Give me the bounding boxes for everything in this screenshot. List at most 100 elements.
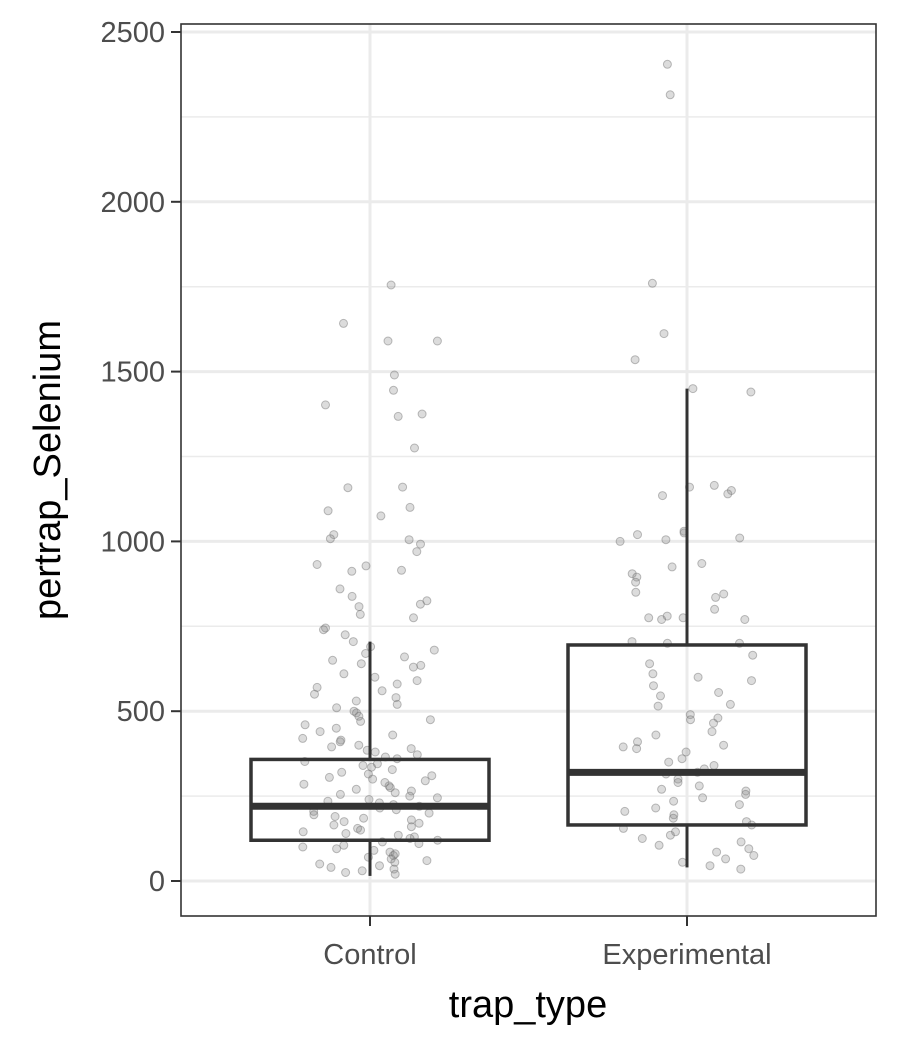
data-point <box>709 480 719 490</box>
data-point <box>335 737 345 747</box>
data-point <box>711 592 721 602</box>
data-point <box>664 757 674 767</box>
data-point <box>330 812 340 821</box>
data-point <box>352 708 361 718</box>
data-point <box>312 682 322 692</box>
data-point <box>385 783 395 793</box>
plot-panel-border <box>180 23 877 917</box>
minor-gridlines <box>181 116 876 797</box>
data-point <box>341 829 351 838</box>
data-point <box>405 502 415 512</box>
data-point <box>615 536 625 546</box>
data-point <box>656 691 665 701</box>
data-point <box>424 808 434 818</box>
data-point <box>741 786 751 796</box>
data-point <box>658 491 667 501</box>
plot-panel-background <box>181 24 876 916</box>
data-point <box>707 727 717 737</box>
data-point <box>390 849 400 859</box>
data-point <box>714 688 724 697</box>
data-point <box>662 611 672 621</box>
data-point <box>709 718 718 728</box>
data-point <box>363 769 373 779</box>
data-point <box>332 703 342 713</box>
y-tick-label: 500 <box>117 696 165 728</box>
data-point <box>657 615 667 624</box>
data-point <box>644 613 654 623</box>
data-point <box>386 854 396 864</box>
data-point <box>410 443 419 453</box>
data-point <box>633 737 642 747</box>
x-axis-title: trap_type <box>449 984 607 1026</box>
y-axis-ticks: 0 500 1000 1500 2000 2500 <box>100 17 181 898</box>
data-point <box>353 823 363 833</box>
data-point <box>422 856 432 866</box>
data-point <box>389 385 398 395</box>
data-point <box>329 820 339 830</box>
data-point <box>686 715 695 725</box>
data-point <box>721 854 731 864</box>
data-point <box>631 577 641 587</box>
data-point <box>416 539 425 549</box>
data-point <box>673 778 683 787</box>
data-point <box>432 793 442 803</box>
data-point <box>368 774 378 784</box>
data-point <box>354 711 364 721</box>
data-point <box>677 754 687 764</box>
data-point <box>409 613 418 623</box>
data-point <box>335 584 345 594</box>
data-point <box>321 400 330 410</box>
data-point <box>408 662 418 672</box>
y-tick-label: 0 <box>149 866 165 898</box>
data-point <box>388 730 398 740</box>
data-point <box>723 489 733 499</box>
data-point <box>331 723 341 733</box>
data-point <box>654 840 664 850</box>
data-point <box>336 735 346 745</box>
data-point <box>354 602 364 612</box>
data-point <box>662 59 672 69</box>
data-point <box>300 720 310 730</box>
data-point <box>420 776 430 786</box>
data-point <box>632 572 642 582</box>
data-point <box>325 534 335 544</box>
x-axis-ticks: Control Experimental <box>323 916 772 971</box>
data-point <box>661 535 671 545</box>
data-point <box>380 778 390 787</box>
data-point <box>627 569 637 579</box>
data-point <box>367 762 376 772</box>
data-point <box>339 817 349 827</box>
data-point <box>347 591 357 601</box>
data-point <box>361 649 371 658</box>
data-point <box>351 784 361 794</box>
data-point <box>298 842 308 852</box>
data-point <box>406 744 416 754</box>
data-point <box>637 834 647 843</box>
data-point <box>339 318 348 328</box>
data-point <box>669 810 679 820</box>
data-point <box>321 623 330 633</box>
data-point <box>370 672 380 682</box>
y-tick-label: 2000 <box>100 187 165 219</box>
data-point <box>319 625 328 635</box>
data-point <box>736 837 746 847</box>
data-point <box>645 659 655 669</box>
data-point <box>335 789 345 799</box>
y-axis-title: pertrap_Selenium <box>27 320 69 620</box>
data-point <box>412 750 422 760</box>
data-point <box>649 681 658 691</box>
data-point <box>719 740 729 750</box>
data-point <box>337 767 347 777</box>
data-point <box>744 844 754 854</box>
data-point <box>734 800 744 810</box>
data-point <box>383 336 393 346</box>
data-point <box>712 847 722 857</box>
data-point <box>736 864 746 874</box>
data-point <box>347 566 357 576</box>
data-point <box>398 482 408 492</box>
data-point <box>414 818 424 828</box>
data-point <box>390 857 400 867</box>
boxes <box>249 388 808 876</box>
data-point <box>312 560 322 569</box>
